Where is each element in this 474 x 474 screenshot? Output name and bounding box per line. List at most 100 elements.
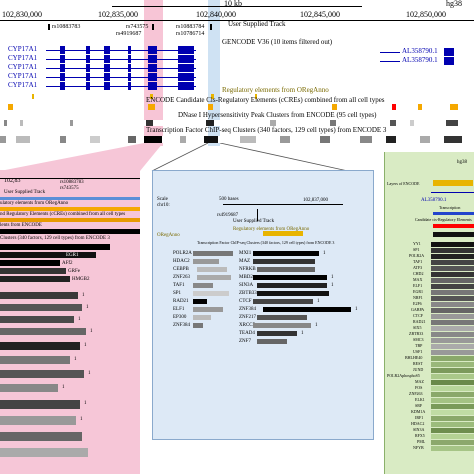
right-factor: SP1 — [413, 247, 420, 252]
right-factor: TAF1 — [413, 259, 423, 264]
left-row-value: 1 — [78, 317, 81, 322]
right-layers-label: Layers of ENCODE — [387, 181, 420, 186]
right-factor-bar — [431, 308, 474, 313]
left-label-user: User Supplied Track — [4, 190, 46, 195]
right-factor: USF1 — [413, 349, 423, 354]
exon — [178, 64, 194, 72]
center-scale-bar — [223, 204, 343, 205]
oreganno-feature — [150, 94, 153, 99]
dnase-track-label: DNase I Hypersensitivity Peak Clusters f… — [178, 111, 377, 119]
center-factor: ZNF384 — [239, 307, 256, 312]
left-tf-bar — [0, 292, 78, 299]
right-factor-bar — [431, 392, 474, 397]
oreganno-feature — [32, 94, 34, 99]
gene-label-1[interactable]: CYP17A1 — [8, 45, 38, 53]
gene-label-2[interactable]: CYP17A1 — [8, 54, 38, 62]
center-factor-bar — [193, 315, 211, 320]
right-factor-bar — [431, 356, 474, 361]
right-factor-bar — [431, 266, 474, 271]
left-row-value: 1 — [84, 401, 87, 406]
right-transcription-label: Transcription — [439, 205, 461, 210]
left-row-value: 1 — [88, 371, 91, 376]
center-scale-label: Scale — [157, 197, 168, 202]
dnase-peaks — [0, 120, 474, 126]
left-tf-bar — [0, 342, 80, 350]
right-factor: PML — [417, 439, 426, 444]
exon — [60, 46, 65, 54]
center-factor: POLR2A — [173, 251, 192, 256]
exon — [86, 82, 90, 90]
right-factor-bar — [431, 314, 474, 319]
center-factor-bar — [193, 283, 213, 288]
zoom-connectors — [0, 143, 349, 172]
snp-label-3[interactable]: rs4919687 — [116, 31, 142, 37]
left-label-ccre: nd Regulatory Elements (cCREs) combined … — [0, 212, 126, 217]
exon — [104, 46, 110, 54]
gene-track-1 — [46, 50, 196, 51]
center-factor-bar — [257, 283, 327, 288]
right-factor: POLR2AphosphoS5 — [387, 373, 420, 378]
exon — [444, 48, 454, 56]
snp-label-5[interactable]: rs10786714 — [176, 31, 205, 37]
center-factor: MBD2 — [239, 275, 253, 280]
right-factor-bar — [431, 440, 474, 445]
gene-label-4[interactable]: CYP17A1 — [8, 72, 38, 80]
center-factor: TAF1 — [173, 283, 185, 288]
center-row-value: 1 — [301, 331, 304, 336]
snp-label-4[interactable]: rs10883784 — [176, 24, 205, 30]
gene-label-5[interactable]: CYP17A1 — [8, 81, 38, 89]
exon — [148, 55, 157, 63]
right-gene-label-1[interactable]: AL358790.1 — [402, 47, 438, 55]
left-label-encode: lents from ENCODE — [0, 223, 42, 228]
center-factor: HDAC2 — [173, 259, 190, 264]
center-factor: ZNF384 — [173, 323, 190, 328]
exon — [178, 46, 194, 54]
ccre-feature — [148, 104, 155, 110]
left-tf-bar — [0, 316, 74, 323]
exon — [60, 55, 65, 63]
left-row-value: 1 — [74, 357, 77, 362]
left-tf-bar — [0, 448, 88, 457]
right-factor-bar — [431, 296, 474, 301]
right-gene-label-2[interactable]: AL358790.1 — [402, 56, 438, 64]
center-row-value: 1 — [331, 283, 334, 288]
right-factor-bar — [431, 362, 474, 367]
left-tf-bar — [0, 400, 80, 409]
right-factor-bar — [431, 386, 474, 391]
right-factor: ELF1 — [413, 283, 423, 288]
right-factor-bar — [431, 272, 474, 277]
right-factor: ELK1 — [415, 397, 425, 402]
center-factor-bar — [257, 315, 307, 320]
user-supplied-track-label: User Supplied Track — [228, 20, 286, 28]
center-factor-bar — [197, 275, 231, 280]
center-factor-bar — [253, 251, 319, 256]
right-factor: BHLHE40 — [405, 355, 423, 360]
center-snp: rs4919687 — [217, 213, 239, 218]
blue-wedge-right — [219, 143, 349, 172]
right-factor: NFYB — [413, 445, 424, 450]
ccre-feature — [332, 104, 337, 110]
left-blue-bar — [0, 197, 140, 200]
center-oreganno-name: ORegAnno — [157, 233, 180, 238]
right-factor: NRF1 — [413, 295, 423, 300]
ccre-feature-red — [392, 104, 396, 110]
right-gene-label: AL358790.1 — [421, 198, 447, 203]
left-tf-label: AFf2 — [62, 261, 73, 266]
gene-label-3[interactable]: CYP17A1 — [8, 63, 38, 71]
snp-label-2[interactable]: rs743575 — [126, 24, 149, 30]
right-gene-track-1 — [380, 52, 400, 53]
center-user-label: User Supplied Track — [233, 219, 275, 224]
exon — [128, 73, 131, 81]
right-factor-bar — [431, 434, 474, 439]
snp-label-1[interactable]: rs10883783 — [52, 24, 81, 30]
ruler-axis — [0, 20, 474, 21]
right-factor: SRF — [415, 403, 423, 408]
center-factor: RAD21 — [173, 299, 189, 304]
center-factor: CEBPB — [173, 267, 189, 272]
center-factor: NFRKB — [239, 267, 256, 272]
left-tf-bar — [0, 384, 58, 392]
right-dark-bar — [433, 232, 474, 237]
right-factor-bar — [431, 260, 474, 265]
right-factor-bar — [431, 278, 474, 283]
center-factor-bar — [257, 339, 287, 344]
